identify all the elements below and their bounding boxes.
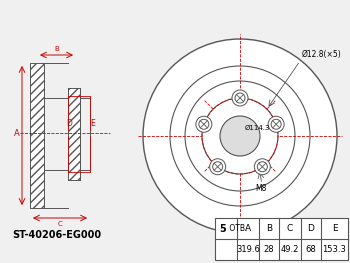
Text: ST-40206-EG000: ST-40206-EG000 — [13, 230, 102, 240]
Circle shape — [232, 90, 248, 106]
Text: D: D — [308, 224, 314, 233]
Text: Ø114.3: Ø114.3 — [245, 125, 271, 131]
Text: A: A — [14, 129, 20, 138]
Circle shape — [235, 93, 245, 103]
Circle shape — [196, 116, 212, 132]
Text: Ø12.8(×5): Ø12.8(×5) — [302, 50, 342, 59]
Text: 153.3: 153.3 — [323, 245, 346, 254]
Text: 68: 68 — [306, 245, 316, 254]
Circle shape — [202, 98, 278, 174]
Text: ОТВ.: ОТВ. — [227, 224, 247, 233]
Text: C: C — [287, 224, 293, 233]
Text: C: C — [58, 221, 62, 227]
Text: B: B — [54, 46, 59, 52]
Circle shape — [254, 159, 270, 175]
Circle shape — [220, 116, 260, 156]
Circle shape — [170, 66, 310, 206]
Text: 319.6: 319.6 — [236, 245, 260, 254]
Circle shape — [213, 162, 223, 172]
Bar — [68, 88, 80, 180]
Text: D: D — [66, 119, 72, 128]
Text: 49.2: 49.2 — [281, 245, 299, 254]
Text: E: E — [332, 224, 337, 233]
Text: A: A — [245, 224, 251, 233]
Circle shape — [210, 159, 226, 175]
Text: 5: 5 — [219, 224, 226, 234]
Bar — [30, 63, 44, 208]
Text: M8: M8 — [255, 184, 266, 193]
Text: 28: 28 — [264, 245, 274, 254]
Circle shape — [185, 81, 295, 191]
Text: B: B — [266, 224, 272, 233]
Circle shape — [268, 116, 284, 132]
Circle shape — [257, 162, 267, 172]
Circle shape — [143, 39, 337, 233]
Circle shape — [199, 119, 209, 129]
Bar — [215, 218, 348, 260]
Circle shape — [271, 119, 281, 129]
Text: E: E — [91, 119, 95, 128]
